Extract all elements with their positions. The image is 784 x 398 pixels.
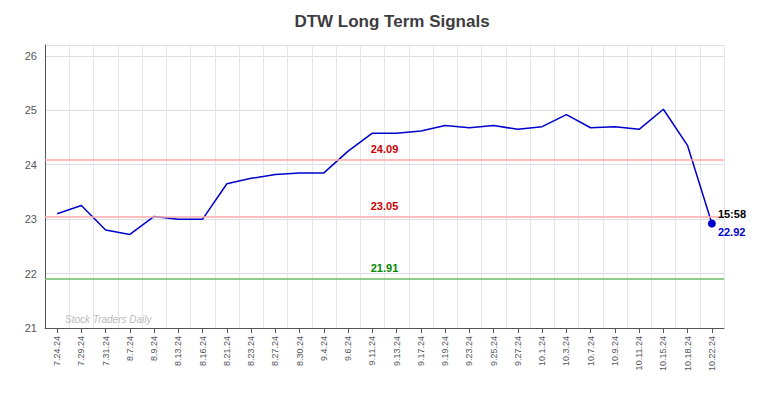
svg-text:8.7.24: 8.7.24 xyxy=(125,336,135,361)
svg-text:Stock Traders Daily: Stock Traders Daily xyxy=(65,314,153,325)
svg-text:10.1.24: 10.1.24 xyxy=(537,336,547,366)
svg-text:10.15.24: 10.15.24 xyxy=(658,336,668,371)
svg-text:8.16.24: 8.16.24 xyxy=(198,336,208,366)
svg-text:8.13.24: 8.13.24 xyxy=(173,336,183,366)
svg-text:23: 23 xyxy=(25,213,37,225)
svg-text:9.4.24: 9.4.24 xyxy=(319,336,329,361)
svg-text:8.27.24: 8.27.24 xyxy=(270,336,280,366)
svg-text:10.7.24: 10.7.24 xyxy=(586,336,596,366)
svg-text:9.13.24: 9.13.24 xyxy=(392,336,402,366)
svg-text:9.23.24: 9.23.24 xyxy=(464,336,474,366)
svg-text:10.3.24: 10.3.24 xyxy=(561,336,571,366)
svg-text:25: 25 xyxy=(25,104,37,116)
svg-text:9.17.24: 9.17.24 xyxy=(416,336,426,366)
svg-text:21.91: 21.91 xyxy=(371,262,399,274)
svg-text:21: 21 xyxy=(25,322,37,334)
svg-text:7.31.24: 7.31.24 xyxy=(101,336,111,366)
svg-text:DTW Long Term Signals: DTW Long Term Signals xyxy=(294,12,489,31)
svg-text:22: 22 xyxy=(25,268,37,280)
svg-text:8.30.24: 8.30.24 xyxy=(295,336,305,366)
svg-text:8.21.24: 8.21.24 xyxy=(222,336,232,366)
svg-text:7.24.24: 7.24.24 xyxy=(52,336,62,366)
svg-text:10.9.24: 10.9.24 xyxy=(610,336,620,366)
svg-text:24: 24 xyxy=(25,159,37,171)
svg-text:22.92: 22.92 xyxy=(718,226,746,238)
svg-text:15:58: 15:58 xyxy=(718,208,746,220)
svg-text:7.29.24: 7.29.24 xyxy=(76,336,86,366)
svg-text:24.09: 24.09 xyxy=(371,143,399,155)
svg-text:9.11.24: 9.11.24 xyxy=(367,336,377,365)
svg-text:23.05: 23.05 xyxy=(371,200,399,212)
svg-text:9.25.24: 9.25.24 xyxy=(489,336,499,366)
svg-text:10.11.24: 10.11.24 xyxy=(634,336,644,370)
svg-text:8.23.24: 8.23.24 xyxy=(246,336,256,366)
svg-text:9.27.24: 9.27.24 xyxy=(513,336,523,366)
svg-text:10.22.24: 10.22.24 xyxy=(707,336,717,371)
svg-text:8.9.24: 8.9.24 xyxy=(149,336,159,361)
svg-text:9.6.24: 9.6.24 xyxy=(343,336,353,361)
svg-text:26: 26 xyxy=(25,50,37,62)
svg-text:9.19.24: 9.19.24 xyxy=(440,336,450,366)
svg-text:10.18.24: 10.18.24 xyxy=(683,336,693,371)
